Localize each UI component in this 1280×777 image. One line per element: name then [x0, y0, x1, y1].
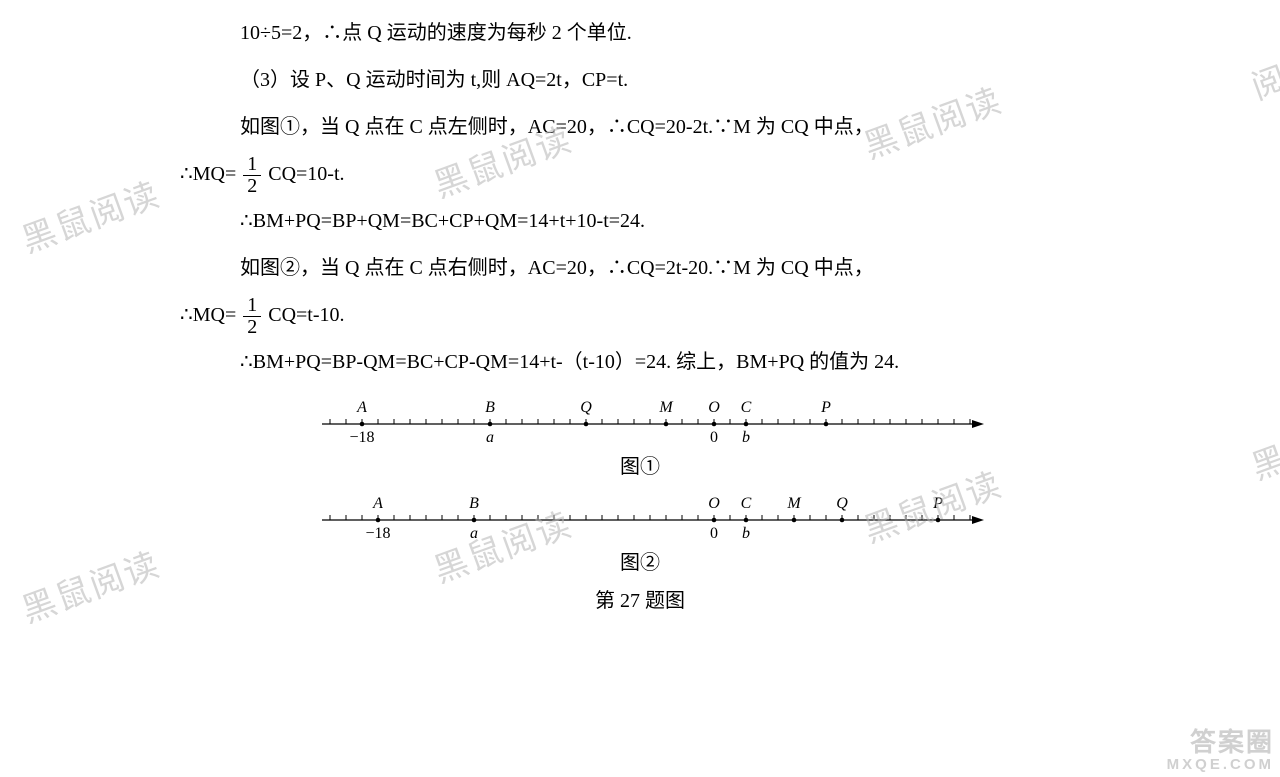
- number-line-2: A −18 Ba O 0 Cb M Q P: [290, 486, 990, 544]
- svg-text:M: M: [786, 495, 802, 512]
- svg-text:−18: −18: [349, 429, 374, 446]
- fraction-numerator: 1: [243, 154, 261, 176]
- fraction: 1 2: [243, 154, 261, 197]
- figure-1: A −18 Ba Q M O 0 Cb P 图① A −18 Ba O 0 Cb M Q P 图② 第 27 题…: [180, 390, 1100, 620]
- svg-text:b: b: [742, 429, 750, 446]
- corner-watermark: 答案圈 MXQE.COM: [1167, 728, 1274, 773]
- text-line: ∴MQ= 1 2 CQ=10-t.: [180, 151, 1100, 198]
- svg-text:B: B: [469, 495, 479, 512]
- formula-prefix: ∴MQ=: [180, 304, 236, 326]
- svg-text:O: O: [708, 495, 720, 512]
- svg-text:−18: −18: [365, 525, 390, 542]
- svg-text:P: P: [820, 399, 831, 416]
- figure-1-caption: 图①: [180, 448, 1100, 486]
- svg-text:a: a: [486, 429, 494, 446]
- svg-text:0: 0: [710, 429, 718, 446]
- figure-title: 第 27 题图: [180, 582, 1100, 620]
- text-line: ∴BM+PQ=BP+QM=BC+CP+QM=14+t+10-t=24.: [180, 198, 1100, 245]
- svg-text:M: M: [658, 399, 674, 416]
- text-line: 如图①，当 Q 点在 C 点左侧时，AC=20，∴CQ=20-2t.∵M 为 C…: [180, 104, 1100, 151]
- formula-prefix: ∴MQ=: [180, 163, 236, 185]
- fraction-denominator: 2: [243, 176, 261, 197]
- corner-line1: 答案圈: [1167, 728, 1274, 757]
- svg-text:A: A: [372, 495, 383, 512]
- svg-text:a: a: [470, 525, 478, 542]
- svg-text:Q: Q: [836, 495, 848, 512]
- fraction-numerator: 1: [243, 295, 261, 317]
- svg-text:C: C: [741, 399, 752, 416]
- fraction-denominator: 2: [243, 317, 261, 338]
- svg-text:b: b: [742, 525, 750, 542]
- corner-line2: MXQE.COM: [1167, 757, 1274, 774]
- svg-text:O: O: [708, 399, 720, 416]
- figure-2-caption: 图②: [180, 544, 1100, 582]
- svg-text:Q: Q: [580, 399, 592, 416]
- svg-text:B: B: [485, 399, 495, 416]
- svg-text:P: P: [932, 495, 943, 512]
- svg-text:0: 0: [710, 525, 718, 542]
- formula-suffix: CQ=t-10.: [268, 304, 344, 326]
- text-line: 如图②，当 Q 点在 C 点右侧时，AC=20，∴CQ=2t-20.∵M 为 C…: [180, 245, 1100, 292]
- svg-text:C: C: [741, 495, 752, 512]
- svg-text:A: A: [356, 399, 367, 416]
- text-line: ∴MQ= 1 2 CQ=t-10.: [180, 292, 1100, 339]
- number-line-1: A −18 Ba Q M O 0 Cb P: [290, 390, 990, 448]
- fraction: 1 2: [243, 295, 261, 338]
- text-line: 10÷5=2，∴点 Q 运动的速度为每秒 2 个单位.: [180, 10, 1100, 57]
- formula-suffix: CQ=10-t.: [268, 163, 344, 185]
- text-line: ∴BM+PQ=BP-QM=BC+CP-QM=14+t-（t-10）=24. 综上…: [180, 339, 1100, 386]
- document-body: 10÷5=2，∴点 Q 运动的速度为每秒 2 个单位. （3）设 P、Q 运动时…: [0, 0, 1280, 620]
- text-line: （3）设 P、Q 运动时间为 t,则 AQ=2t，CP=t.: [180, 57, 1100, 104]
